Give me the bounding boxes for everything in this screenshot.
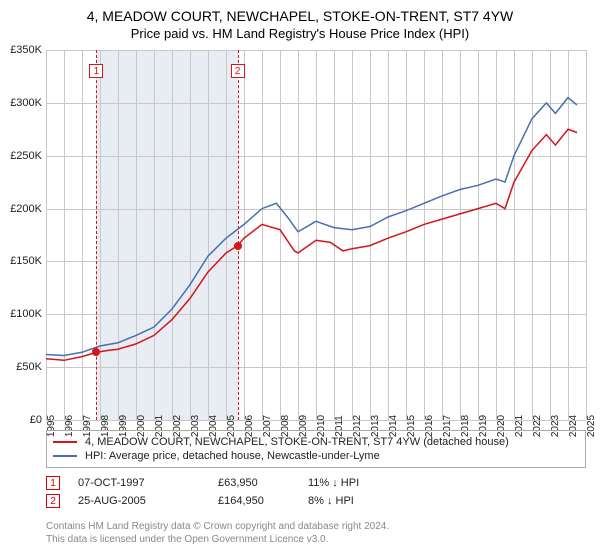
event-price: £63,950	[218, 477, 308, 489]
footnote-line: This data is licensed under the Open Gov…	[46, 533, 586, 546]
legend-item: 4, MEADOW COURT, NEWCHAPEL, STOKE-ON-TRE…	[53, 435, 579, 449]
series-hpi	[46, 98, 577, 356]
page-subtitle: Price paid vs. HM Land Registry's House …	[0, 24, 600, 45]
event-price: £164,950	[218, 495, 308, 507]
event-row: 2 25-AUG-2005 £164,950 8% ↓ HPI	[46, 492, 586, 510]
ytick-label: £0	[0, 414, 42, 426]
legend: 4, MEADOW COURT, NEWCHAPEL, STOKE-ON-TRE…	[46, 430, 586, 468]
event-marker-icon: 2	[46, 494, 60, 508]
event-pct: 11% ↓ HPI	[308, 477, 428, 489]
ytick-label: £200K	[0, 203, 42, 215]
ytick-label: £150K	[0, 255, 42, 267]
ytick-label: £300K	[0, 97, 42, 109]
legend-label: HPI: Average price, detached house, Newc…	[85, 450, 380, 462]
marker-dot	[92, 348, 100, 356]
event-marker-icon: 1	[46, 476, 60, 490]
legend-swatch	[53, 455, 77, 457]
marker-line	[238, 50, 239, 420]
ytick-label: £250K	[0, 150, 42, 162]
marker-dot	[234, 242, 242, 250]
xtick-label: 2025	[586, 415, 597, 437]
legend-label: 4, MEADOW COURT, NEWCHAPEL, STOKE-ON-TRE…	[85, 436, 509, 448]
event-date: 07-OCT-1997	[78, 477, 218, 489]
event-date: 25-AUG-2005	[78, 495, 218, 507]
ytick-label: £350K	[0, 44, 42, 56]
chart: 12	[46, 50, 586, 420]
page-title: 4, MEADOW COURT, NEWCHAPEL, STOKE-ON-TRE…	[0, 0, 600, 24]
events-table: 1 07-OCT-1997 £63,950 11% ↓ HPI 2 25-AUG…	[46, 474, 586, 510]
series-property	[46, 129, 577, 360]
marker-box: 1	[89, 64, 103, 78]
footnote: Contains HM Land Registry data © Crown c…	[46, 520, 586, 546]
event-pct: 8% ↓ HPI	[308, 495, 428, 507]
legend-swatch	[53, 441, 77, 443]
event-row: 1 07-OCT-1997 £63,950 11% ↓ HPI	[46, 474, 586, 492]
marker-line	[96, 50, 97, 420]
ytick-label: £50K	[0, 361, 42, 373]
line-series	[46, 50, 586, 420]
footnote-line: Contains HM Land Registry data © Crown c…	[46, 520, 586, 533]
gridline-v	[586, 50, 587, 420]
legend-item: HPI: Average price, detached house, Newc…	[53, 449, 579, 463]
ytick-label: £100K	[0, 308, 42, 320]
marker-box: 2	[231, 64, 245, 78]
